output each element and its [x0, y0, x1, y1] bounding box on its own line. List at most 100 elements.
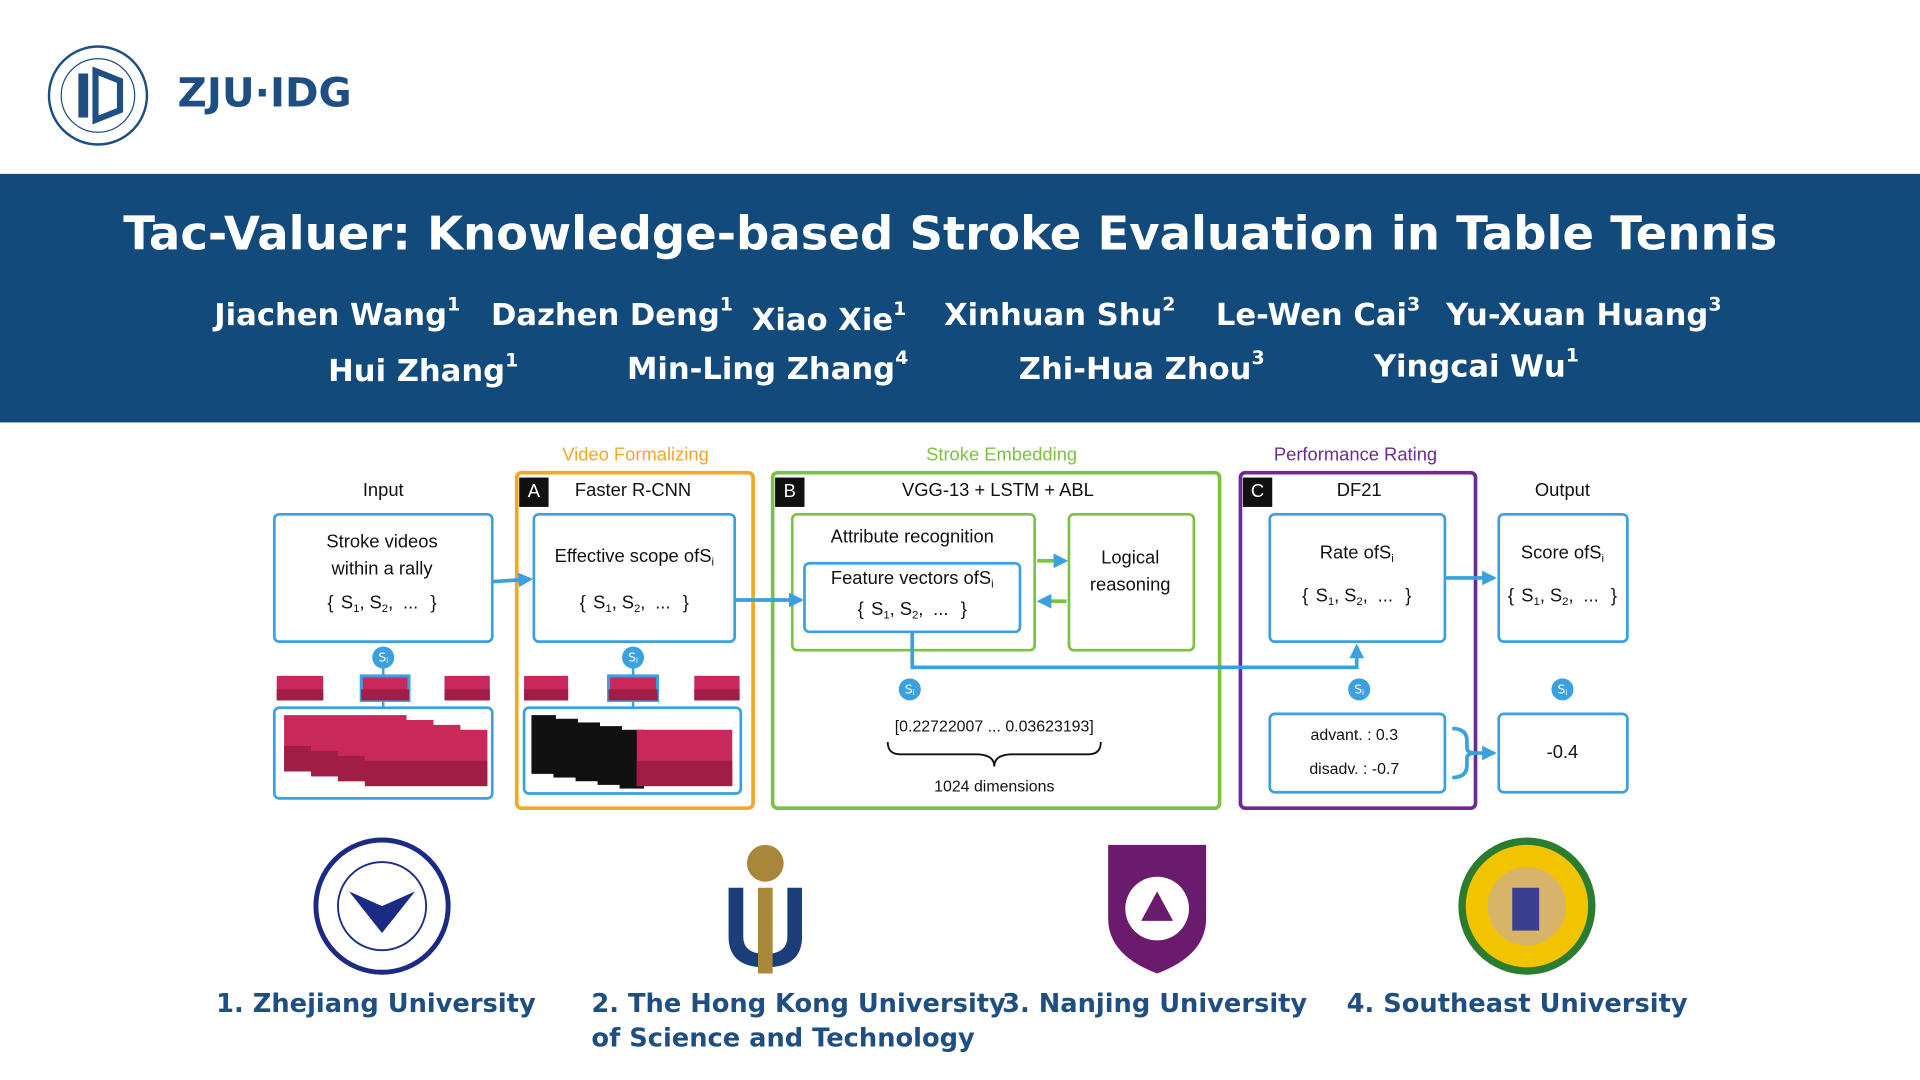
stage-label: Stroke Embedding — [926, 443, 1077, 464]
label: reasoning — [1090, 573, 1171, 594]
label: Logical — [1101, 546, 1159, 567]
text-part: Min-Ling Zhang — [627, 351, 895, 386]
text-part: S — [979, 567, 991, 588]
text-part: } — [1611, 584, 1617, 605]
text-part: } — [683, 592, 689, 613]
text-part: Zhi-Hua Zhou — [1019, 351, 1252, 386]
text-part: 1024 dimensions — [934, 779, 1054, 796]
subscript: i — [913, 688, 915, 697]
text-part: , — [890, 598, 895, 619]
text-part: ... — [403, 592, 418, 613]
text-part: S — [1354, 682, 1362, 696]
text-part: Yingcai Wu — [1373, 349, 1566, 384]
black-frame — [597, 726, 623, 785]
superscript: 4 — [895, 347, 908, 369]
text-part: Rate of — [1320, 541, 1380, 562]
text-part: , — [612, 592, 617, 613]
text-part: Xiao Xie — [752, 302, 893, 337]
affiliation: 3. Nanjing University — [1002, 989, 1307, 1019]
subscript: i — [636, 656, 638, 665]
text-part: ZJU·IDG — [178, 69, 352, 117]
text-part: 2. The Hong Kong University — [591, 989, 1006, 1019]
affiliation: 4. Southeast University — [1347, 989, 1688, 1019]
text-part: , — [1334, 584, 1339, 605]
text-part: , — [640, 592, 645, 613]
text-part: Video Formalizing — [562, 443, 709, 464]
text-part: S — [1558, 682, 1566, 696]
text-part: Feature vectors of — [831, 567, 980, 588]
author: Xinhuan Shu2 — [944, 293, 1175, 333]
module-name: Faster R-CNN — [575, 479, 691, 500]
text-part: DF21 — [1337, 479, 1382, 500]
subscript: 2 — [1356, 596, 1362, 608]
text-part: -0.4 — [1547, 741, 1579, 762]
text-part: S — [593, 592, 605, 613]
text-part: } — [431, 592, 437, 613]
frame-floor — [524, 689, 569, 701]
author: Hui Zhang1 — [328, 349, 518, 389]
subscript: 2 — [1562, 596, 1568, 608]
stroke-marker — [898, 678, 921, 701]
author: Xiao Xie1 — [752, 298, 907, 338]
superscript: 1 — [1566, 344, 1579, 366]
io-label: Output — [1535, 479, 1590, 500]
author: Yingcai Wu1 — [1373, 344, 1579, 384]
black-frame — [531, 715, 556, 774]
subscript: i — [386, 656, 388, 665]
affiliation: of Science and Technology — [591, 1023, 975, 1053]
stage-label: Video Formalizing — [562, 443, 709, 464]
author: Jiachen Wang1 — [212, 293, 460, 333]
text-part: { — [327, 592, 333, 613]
subscript: i — [1601, 553, 1604, 565]
badge — [775, 477, 805, 507]
frame-floor — [636, 760, 733, 787]
logo — [47, 45, 149, 146]
text-part: Faster R-CNN — [575, 479, 691, 500]
label: Feature vectors ofSi — [831, 567, 994, 591]
author: Zhi-Hua Zhou3 — [1019, 347, 1265, 387]
subscript: 1 — [883, 609, 889, 621]
text-part: S — [1316, 584, 1328, 605]
text-part: { — [580, 592, 586, 613]
superscript: 1 — [505, 349, 518, 371]
text-part: Input — [363, 479, 404, 500]
stroke-marker — [372, 646, 395, 669]
title-band — [0, 173, 1920, 423]
text-part: S — [378, 650, 386, 664]
subscript: 2 — [912, 609, 918, 621]
io-label: Input — [363, 479, 404, 500]
text-part: S — [1589, 541, 1601, 562]
black-frame — [575, 722, 600, 782]
subscript: i — [1362, 688, 1364, 697]
superscript: 2 — [1162, 293, 1175, 315]
module-a — [514, 470, 755, 810]
text-part: Yu-Xuan Huang — [1445, 297, 1708, 332]
stroke-marker-label: Si — [628, 650, 638, 665]
stroke-marker-label: Si — [1354, 682, 1364, 697]
label: Rate ofSi — [1320, 541, 1394, 565]
badge — [1242, 477, 1273, 507]
subscript: 1 — [1534, 596, 1540, 608]
stroke-marker — [622, 646, 645, 669]
text-part: S — [1344, 584, 1356, 605]
frame-floor — [608, 689, 658, 701]
label: Score ofSi — [1521, 541, 1604, 565]
stroke-marker-label: Si — [905, 682, 915, 697]
label: Attribute recognition — [831, 525, 994, 546]
author: Min-Ling Zhang4 — [627, 347, 908, 387]
text-part: , — [1540, 584, 1545, 605]
text-part: , — [359, 592, 364, 613]
module-name: VGG-13 + LSTM + ABL — [902, 479, 1094, 500]
stage-label: Performance Rating — [1274, 443, 1437, 464]
stroke-marker-label: Si — [378, 650, 388, 665]
text-part: S — [369, 592, 381, 613]
stroke-set: {S1, S2,...} — [1508, 584, 1617, 608]
label: Effective scope ofSi — [555, 545, 714, 569]
text-part: S — [341, 592, 353, 613]
text-part: within a rally — [331, 557, 434, 578]
text-part: S — [1521, 584, 1533, 605]
author: Yu-Xuan Huang3 — [1445, 293, 1721, 333]
module-letter: A — [528, 480, 541, 501]
text-part: } — [1405, 584, 1411, 605]
